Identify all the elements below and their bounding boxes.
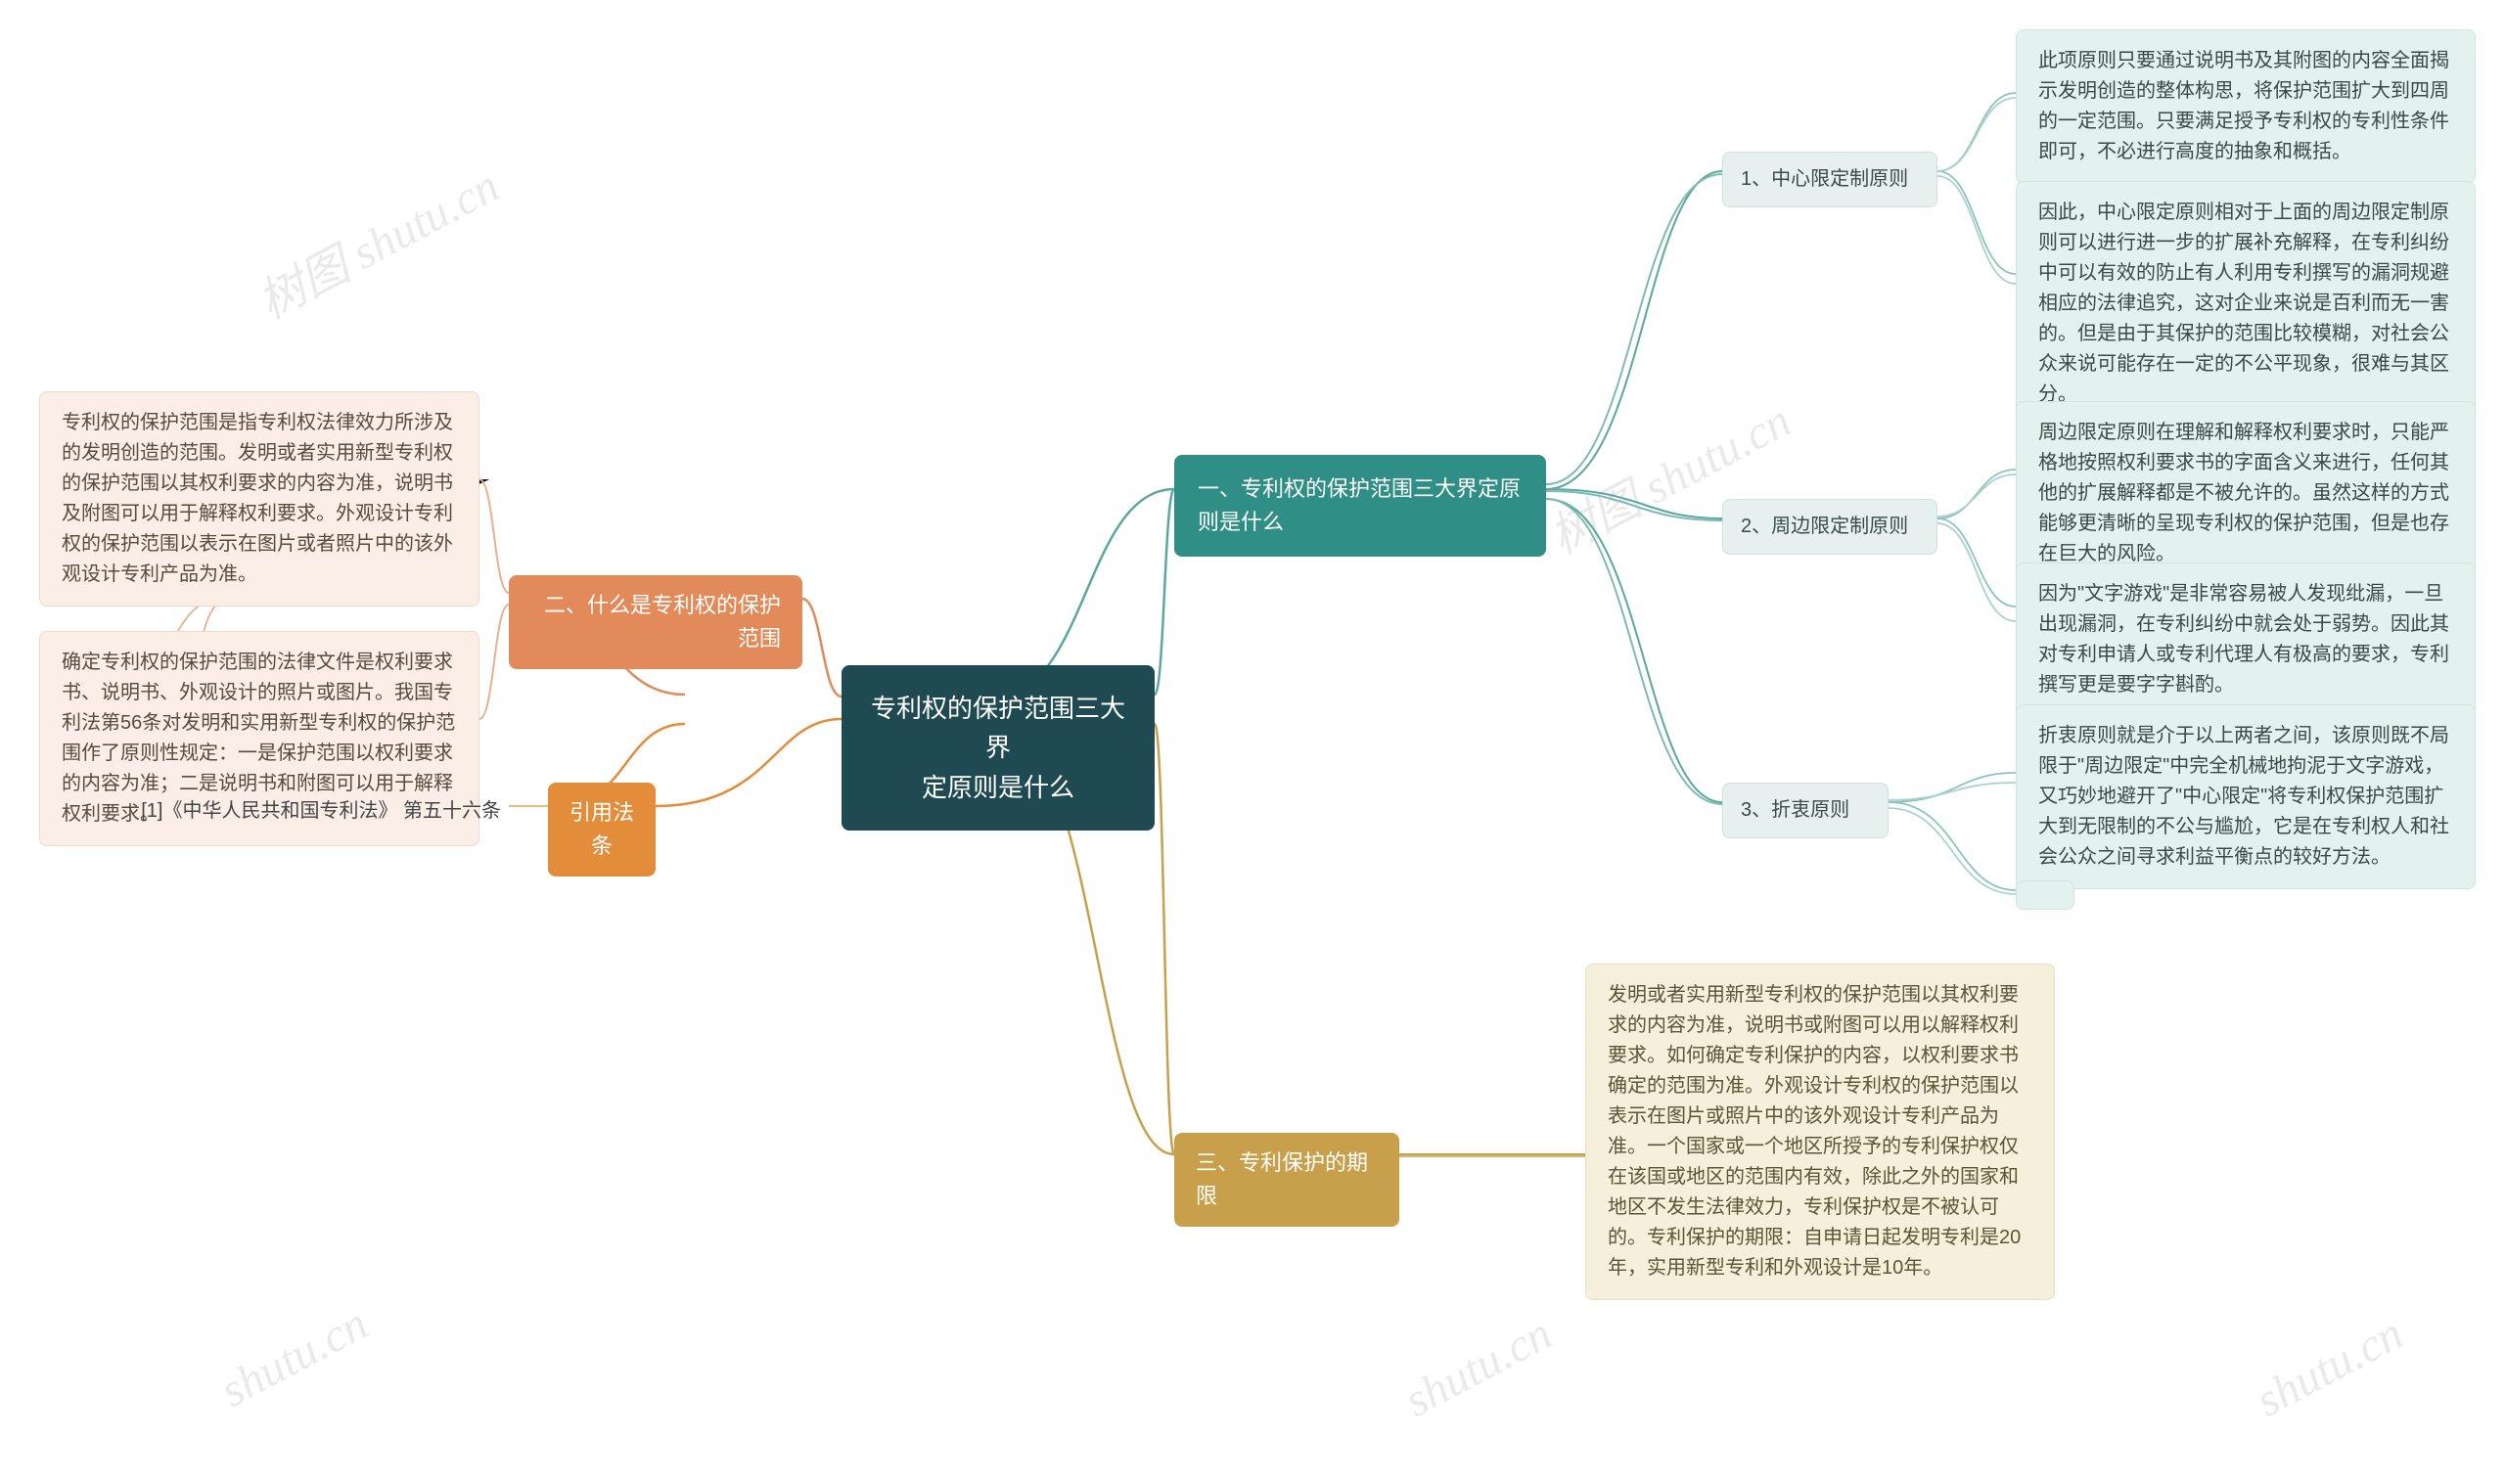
branch-right-1: 一、专利权的保护范围三大界定原 则是什么 (1174, 455, 1546, 557)
branch-left-2-label: 引用法条 (569, 800, 634, 858)
sub-3-label: 3、折衷原则 (1722, 783, 1889, 838)
watermark: shutu.cn (2248, 1306, 2412, 1427)
center-text: 专利权的保护范围三大界 定原则是什么 (871, 694, 1125, 802)
right2-leaf: 发明或者实用新型专利权的保护范围以其权利要求的内容为准，说明书或附图可以用以解释… (1585, 964, 2055, 1300)
sub-1-leaf-2-text: 因此，中心限定原则相对于上面的周边限定制原则可以进行进一步的扩展补充解释，在专利… (2038, 202, 2449, 405)
branch-left-1-label: 二、什么是专利权的保护范围 (544, 593, 781, 651)
left2-leaf-text: [1]《中华人民共和国专利法》 第五十六条 (141, 800, 501, 822)
sub-2-leaf-2: 因为"文字游戏"是非常容易被人发现纰漏，一旦出现漏洞，在专利纠纷中就会处于弱势。… (2016, 562, 2476, 717)
branch-left-1: 二、什么是专利权的保护范围 (509, 575, 802, 669)
sub-1-leaf-1-text: 此项原则只要通过说明书及其附图的内容全面揭示发明创造的整体构思，将保护范围扩大到… (2038, 50, 2449, 162)
branch-right-1-label: 一、专利权的保护范围三大界定原 则是什么 (1198, 476, 1521, 534)
left2-leaf: [1]《中华人民共和国专利法》 第五十六条 (98, 792, 509, 831)
sub-3-text: 3、折衷原则 (1741, 799, 1849, 821)
sub-2-leaf-1-text: 周边限定原则在理解和解释权利要求时，只能严格地按照权利要求书的字面含义来进行，任… (2038, 422, 2449, 564)
left1-leaf-1-text: 专利权的保护范围是指专利权法律效力所涉及的发明创造的范围。发明或者实用新型专利权… (62, 412, 453, 585)
sub-2-leaf-2-text: 因为"文字游戏"是非常容易被人发现纰漏，一旦出现漏洞，在专利纠纷中就会处于弱势。… (2038, 583, 2449, 696)
watermark: shutu.cn (212, 1296, 377, 1417)
sub-3-leaf-1: 折衷原则就是介于以上两者之间，该原则既不局限于"周边限定"中完全机械地拘泥于文字… (2016, 704, 2476, 889)
branch-right-2: 三、专利保护的期限 (1174, 1133, 1399, 1227)
branch-left-2: 引用法条 (548, 783, 656, 877)
sub-1-text: 1、中心限定制原则 (1741, 168, 1908, 190)
watermark: shutu.cn (1396, 1306, 1561, 1427)
left1-leaf-1: 专利权的保护范围是指专利权法律效力所涉及的发明创造的范围。发明或者实用新型专利权… (39, 391, 479, 607)
sub-2-leaf-1: 周边限定原则在理解和解释权利要求时，只能严格地按照权利要求书的字面含义来进行，任… (2016, 401, 2476, 586)
sub-2-label: 2、周边限定制原则 (1722, 499, 1937, 555)
branch-right-2-label: 三、专利保护的期限 (1196, 1150, 1368, 1208)
watermark: 树图 shutu.cn (244, 148, 509, 332)
sub-2-text: 2、周边限定制原则 (1741, 516, 1908, 537)
center-node: 专利权的保护范围三大界 定原则是什么 (842, 665, 1155, 831)
right2-leaf-text: 发明或者实用新型专利权的保护范围以其权利要求的内容为准，说明书或附图可以用以解释… (1608, 984, 2021, 1279)
sub-3-leaf-1-text: 折衷原则就是介于以上两者之间，该原则既不局限于"周边限定"中完全机械地拘泥于文字… (2038, 725, 2449, 868)
sub-1-label: 1、中心限定制原则 (1722, 152, 1937, 207)
sub-3-leaf-2 (2016, 880, 2074, 910)
sub-1-leaf-1: 此项原则只要通过说明书及其附图的内容全面揭示发明创造的整体构思，将保护范围扩大到… (2016, 29, 2476, 184)
sub-1-leaf-2: 因此，中心限定原则相对于上面的周边限定制原则可以进行进一步的扩展补充解释，在专利… (2016, 181, 2476, 427)
